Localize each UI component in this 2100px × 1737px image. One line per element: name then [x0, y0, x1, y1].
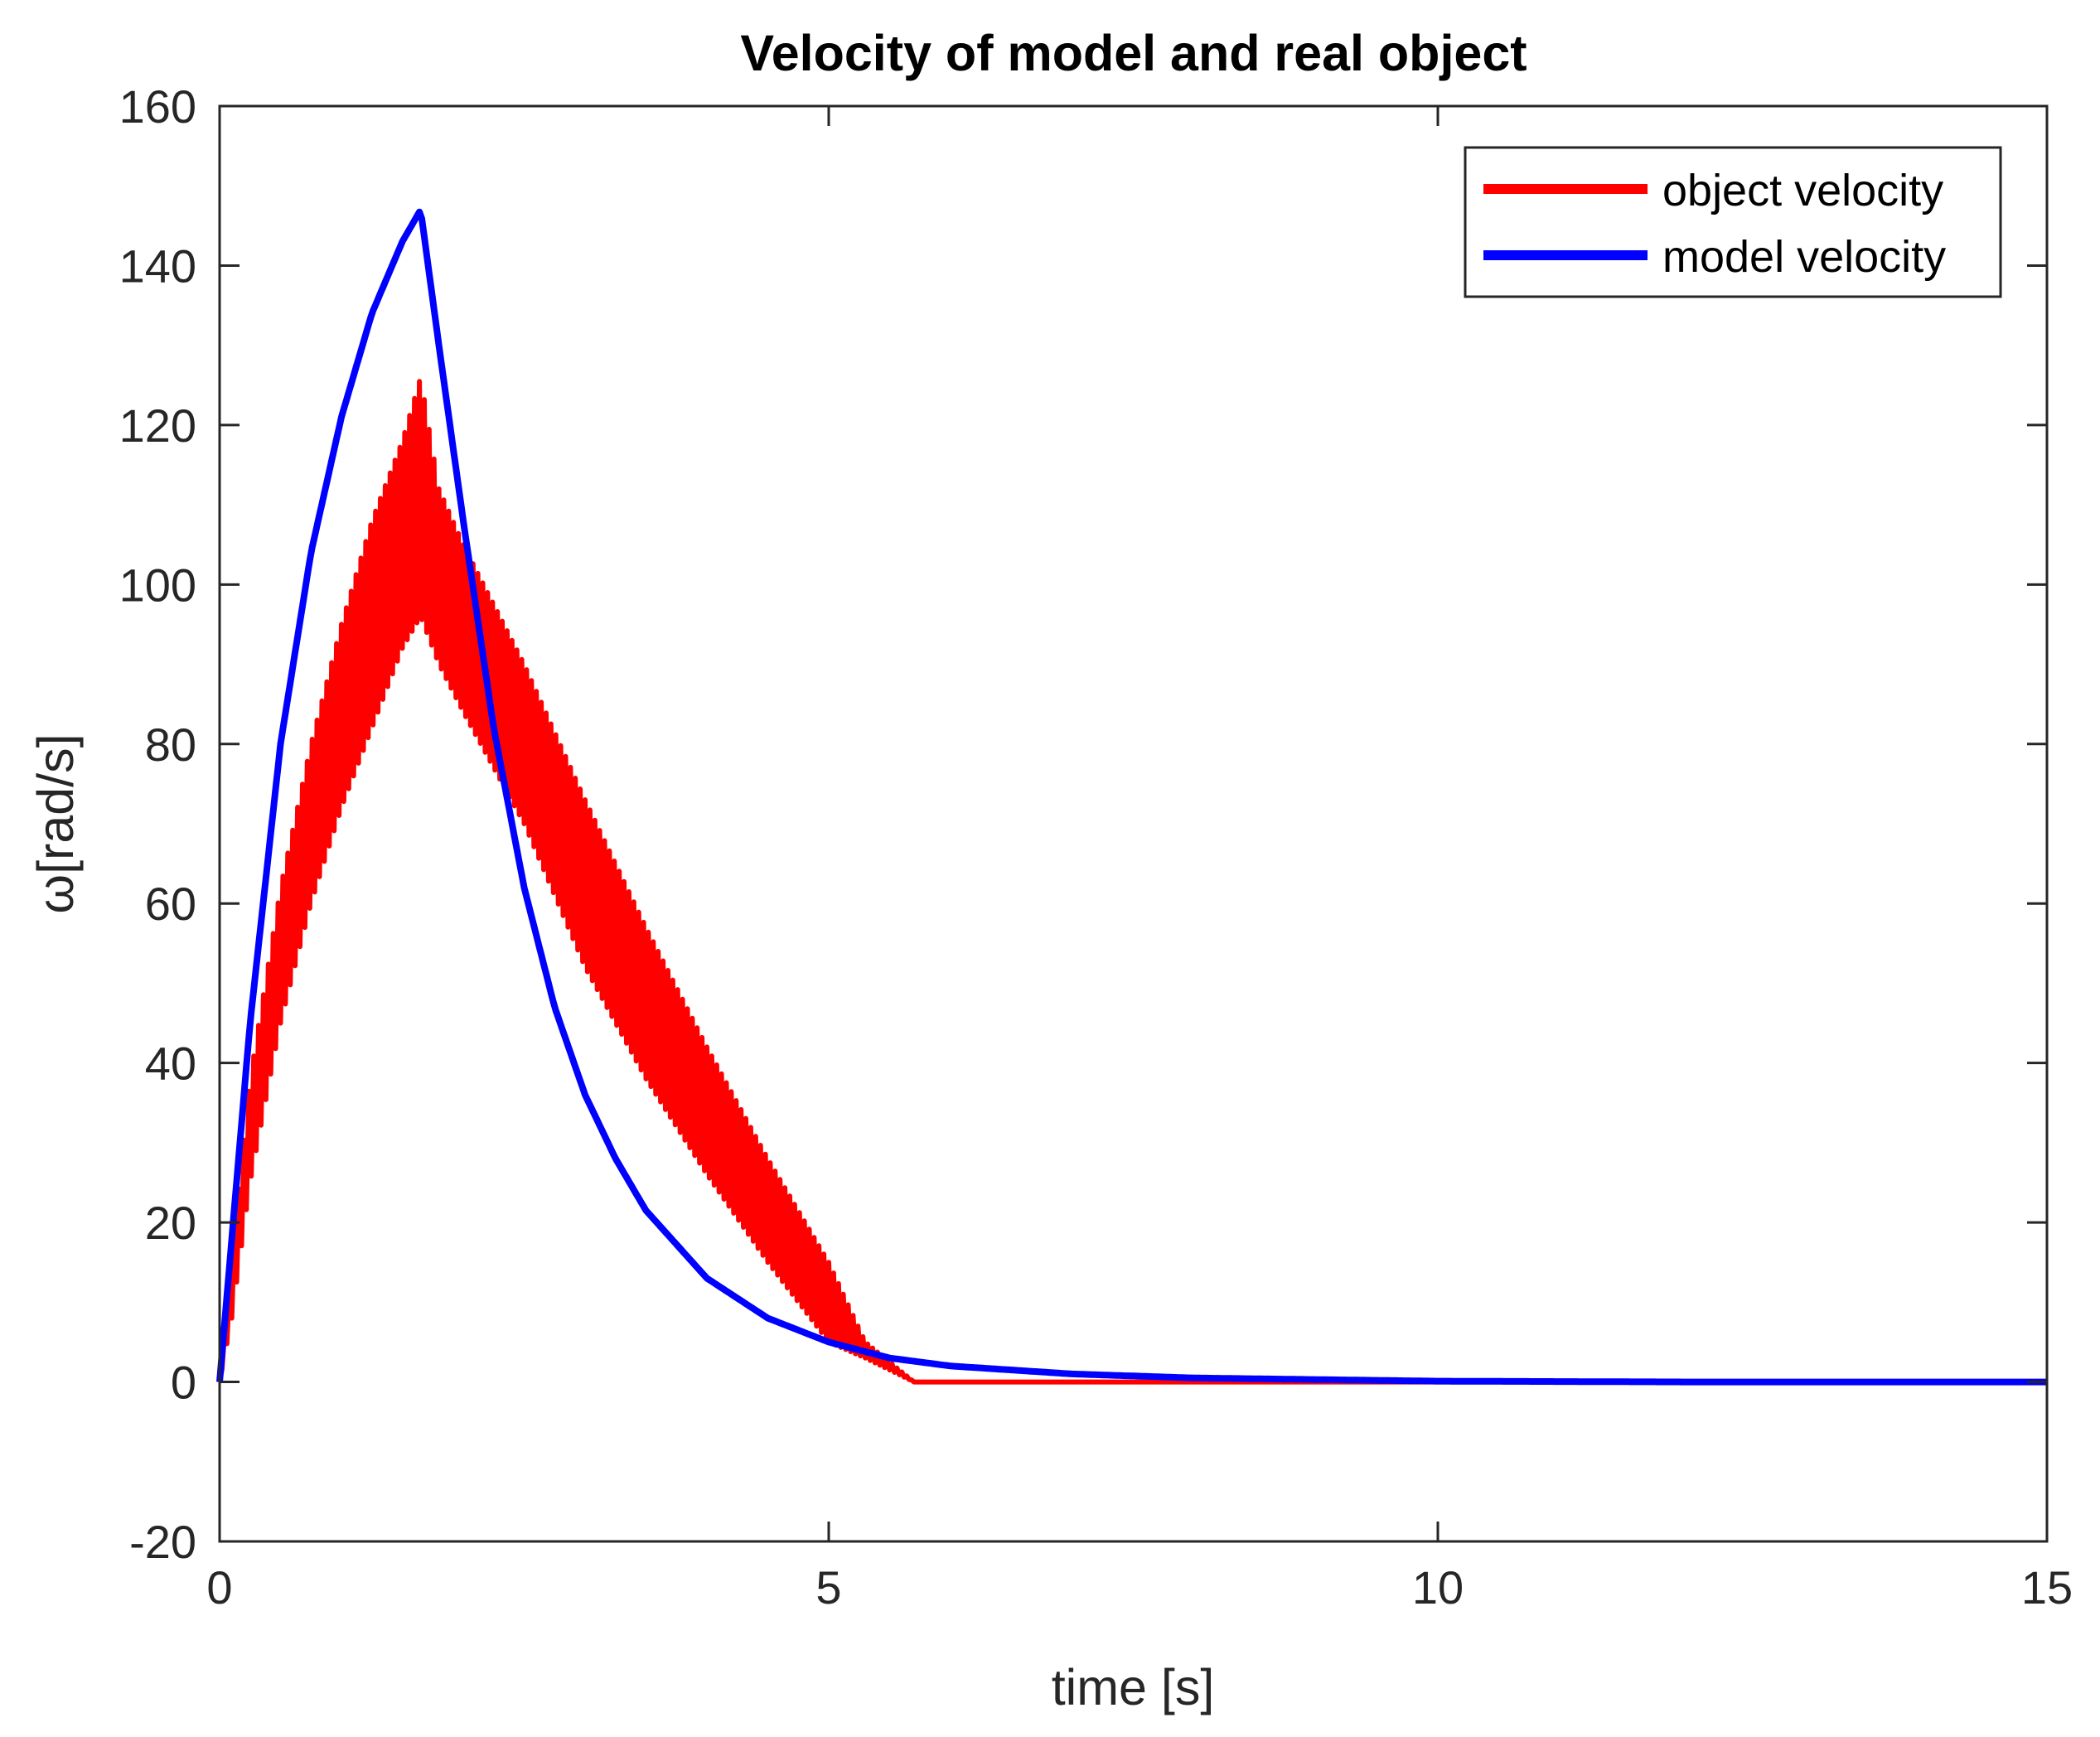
y-tick-label: 80 [145, 719, 196, 771]
x-tick-label: 15 [2021, 1561, 2073, 1614]
y-tick-label: 60 [145, 878, 196, 930]
y-tick-label: 40 [145, 1038, 196, 1090]
y-tick-label: 100 [119, 559, 196, 611]
series-object-velocity-line [217, 379, 2047, 1385]
series-model-velocity-line [216, 208, 2049, 1386]
y-tick-label: -20 [129, 1516, 196, 1568]
chart-title: Velocity of model and real object [740, 25, 1527, 81]
axes-box [218, 104, 2049, 1543]
y-tick-label: 0 [171, 1357, 196, 1409]
y-tick-label: 140 [119, 240, 196, 292]
x-axis-label: time [s] [1052, 1659, 1215, 1715]
legend-label-object-velocity: object velocity [1662, 166, 1943, 215]
legend: object velocity model velocity [1464, 146, 2002, 298]
y-axis-label: ω[rad/s] [27, 733, 84, 913]
legend-label-model-velocity: model velocity [1662, 232, 1946, 282]
y-tick-label: 20 [145, 1197, 196, 1249]
y-tick-label: 120 [119, 399, 196, 452]
x-tick-label: 5 [815, 1561, 841, 1614]
x-tick-label: 10 [1412, 1561, 1464, 1614]
series-layer [216, 208, 2049, 1386]
y-tick-label: 160 [119, 80, 196, 133]
x-tick-label: 0 [206, 1561, 232, 1614]
legend-box [1464, 146, 2002, 298]
